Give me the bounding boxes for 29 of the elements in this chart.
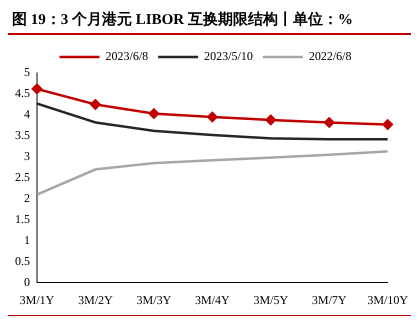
y-tick-label: 5 (24, 65, 30, 80)
x-tick-label: 3M/10Y (367, 292, 408, 307)
legend-label: 2022/6/8 (308, 49, 352, 64)
y-tick-label: 0 (24, 274, 30, 289)
point (266, 114, 276, 126)
y-tick-label: 2 (24, 190, 30, 205)
y-tick-label: 2.5 (15, 170, 30, 184)
chart-title: 图 19：3 个月港元 LIBOR 互换期限结构丨单位：% (11, 10, 354, 30)
x-tick-label: 3M/5Y (253, 292, 288, 307)
x-tick-label: 3M/1Y (20, 292, 55, 307)
point (382, 119, 393, 130)
y-tick-label: 1.5 (15, 212, 30, 226)
y-tick-label: 0.5 (15, 254, 30, 268)
y-tick-label: 4 (24, 107, 30, 122)
y-tick-label: 4.5 (15, 86, 30, 100)
legend-label: 2023/5/10 (204, 49, 253, 64)
point (32, 84, 42, 94)
point (207, 112, 218, 122)
x-tick-label: 3M/2Y (78, 292, 114, 307)
y-tick-label: 1 (24, 232, 30, 247)
point (148, 108, 160, 119)
x-tick-label: 3M/7Y (312, 292, 347, 307)
x-tick-label: 3M/4Y (194, 292, 230, 307)
y-tick-label: 3.5 (15, 128, 30, 142)
point (324, 117, 334, 128)
y-tick-label: 3 (24, 148, 30, 163)
x-tick-label: 3M/3Y (136, 292, 172, 307)
legend-label: 2023/6/8 (106, 49, 148, 64)
point (90, 99, 101, 110)
